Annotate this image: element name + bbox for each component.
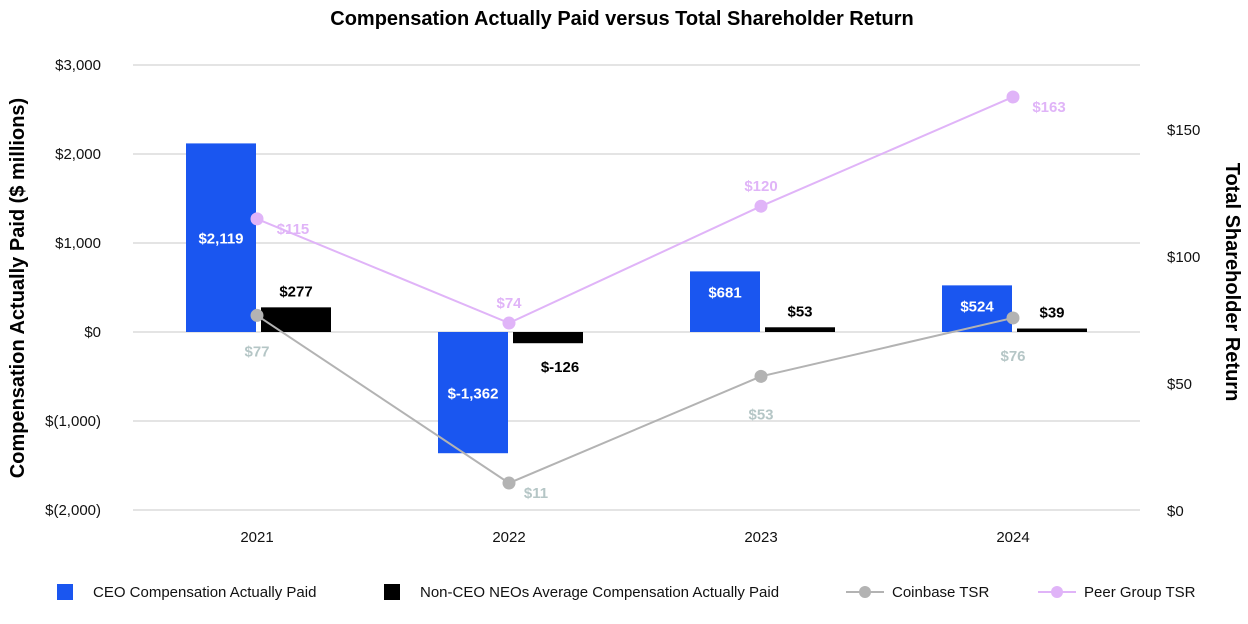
y2-axis-ticks: $150 $100 $50 $0 — [1167, 122, 1200, 520]
bar-data-label: $524 — [960, 298, 994, 315]
ceo-cap-bar — [942, 285, 1012, 332]
legend-swatch — [384, 584, 400, 600]
y-tick-label: $3,000 — [55, 57, 101, 74]
peer-group-tsr-point — [502, 316, 516, 330]
coinbase-tsr-line — [256, 314, 1014, 485]
line-data-label: $53 — [748, 406, 773, 423]
bar-data-label: $39 — [1039, 305, 1064, 322]
x-tick-label: 2021 — [240, 529, 273, 546]
bar-data-label: $-1,362 — [448, 386, 499, 403]
coinbase-tsr-point — [754, 369, 768, 383]
y2-tick-label: $150 — [1167, 122, 1200, 139]
legend-label: CEO Compensation Actually Paid — [93, 584, 316, 601]
peer-group-tsr-point — [754, 199, 768, 213]
line-data-label: $163 — [1032, 99, 1065, 116]
legend-swatch — [57, 584, 73, 600]
x-tick-label: 2022 — [492, 529, 525, 546]
legend-swatch-marker — [1051, 586, 1063, 598]
ceo-cap-bar — [690, 271, 760, 332]
legend: CEO Compensation Actually Paid Non-CEO NE… — [57, 584, 1196, 601]
legend-label: Peer Group TSR — [1084, 584, 1196, 601]
legend-swatch-marker — [859, 586, 871, 598]
line-data-label: $77 — [244, 343, 269, 360]
line-data-label: $115 — [277, 221, 310, 238]
y2-tick-label: $50 — [1167, 376, 1192, 393]
y-tick-label: $0 — [84, 324, 101, 341]
y2-axis-title: Total Shareholder Return — [1221, 163, 1243, 402]
x-axis-ticks: 2021 2022 2023 2024 — [240, 529, 1029, 546]
bar-data-label: $2,119 — [198, 231, 243, 248]
y-axis-title: Compensation Actually Paid ($ millions) — [7, 98, 29, 478]
y-axis-ticks: $3,000 $2,000 $1,000 $0 $(1,000) $(2,000) — [45, 57, 101, 519]
bar-data-label: $277 — [279, 283, 312, 300]
line-data-label: $74 — [496, 295, 522, 312]
legend-label: Coinbase TSR — [892, 584, 989, 601]
neo-cap-bar — [513, 332, 583, 344]
x-tick-label: 2024 — [996, 529, 1029, 546]
bar-data-label: $681 — [708, 284, 741, 301]
bar-data-label: $53 — [787, 303, 812, 320]
legend-label: Non-CEO NEOs Average Compensation Actual… — [420, 584, 779, 601]
line-data-label: $76 — [1000, 348, 1025, 365]
coinbase-tsr-point — [250, 308, 264, 322]
line-data-label: $120 — [744, 178, 777, 195]
neo-cap-bar — [261, 307, 331, 332]
neo-cap-bar — [1017, 328, 1087, 332]
bar-data-label: $-126 — [541, 359, 579, 376]
ceo-cap-bar — [186, 143, 256, 332]
peer-group-tsr-point — [250, 212, 264, 226]
x-tick-label: 2023 — [744, 529, 777, 546]
y2-tick-label: $0 — [1167, 503, 1184, 520]
y2-tick-label: $100 — [1167, 249, 1200, 266]
peer-group-tsr-line — [256, 96, 1014, 325]
line-data-label: $11 — [524, 485, 548, 502]
coinbase-tsr-point — [502, 476, 516, 490]
neo-cap-bar — [765, 327, 835, 332]
chart-title: Compensation Actually Paid versus Total … — [330, 8, 913, 30]
coinbase-tsr-point — [1006, 311, 1020, 325]
peer-group-tsr-point — [1006, 90, 1020, 104]
y-tick-label: $(2,000) — [45, 502, 101, 519]
lines: $77 $11 $53 $76 $115 $74 $120 $163 — [244, 90, 1066, 502]
y-tick-label: $2,000 — [55, 146, 101, 163]
y-tick-label: $1,000 — [55, 235, 101, 252]
y-tick-label: $(1,000) — [45, 413, 101, 430]
bars: $2,119 $-1,362 $681 $524 $277 $-126 $53 $39 — [186, 143, 1087, 454]
ceo-cap-bar — [438, 332, 508, 454]
